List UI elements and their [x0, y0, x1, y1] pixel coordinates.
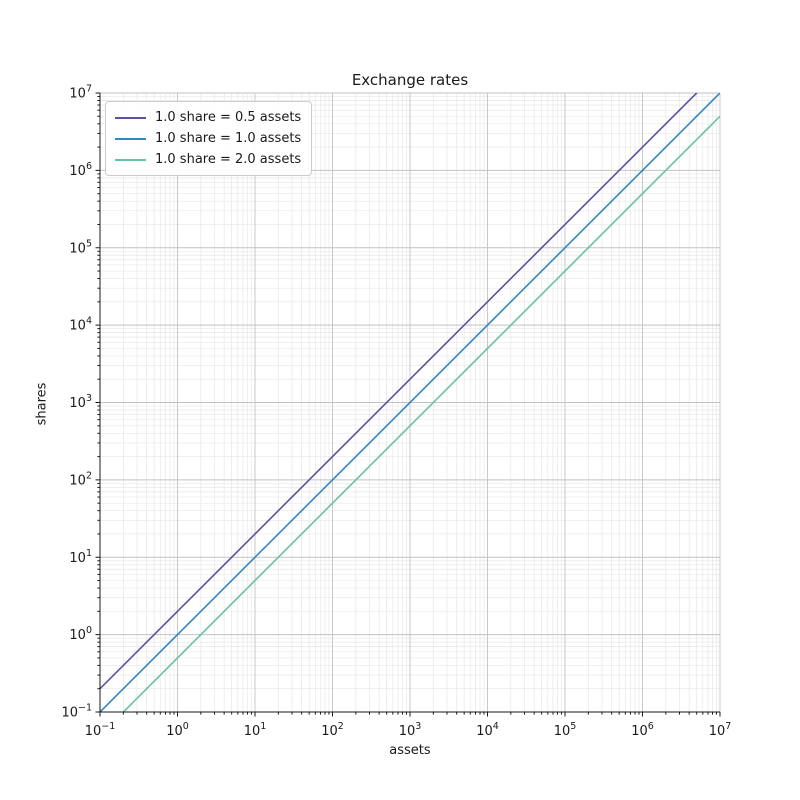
y-axis-label: shares — [34, 382, 50, 426]
x-tick-label: 104 — [476, 721, 499, 739]
legend-line-sample — [115, 116, 146, 119]
legend-label: 1.0 share = 0.5 assets — [155, 110, 302, 125]
series-line-1 — [100, 93, 720, 712]
x-axis-label: assets — [389, 743, 431, 758]
y-tick-label: 106 — [69, 161, 92, 179]
legend-label: 1.0 share = 1.0 assets — [155, 131, 302, 146]
x-tick-label: 107 — [709, 721, 732, 739]
x-tick-label: 106 — [631, 721, 654, 739]
tick-labels: 10−110−1 100 100 101 101 102 102 103 103 104 104 10… — [61, 84, 731, 740]
series-line-2 — [122, 115, 720, 712]
y-tick-label: 102 — [69, 470, 92, 488]
y-tick-label: 105 — [69, 238, 92, 256]
chart-title: Exchange rates — [351, 71, 469, 89]
legend-item-2: 1.0 share = 2.0 assets — [115, 149, 301, 170]
axis-ticks — [95, 92, 721, 717]
x-tick-label: 10−1 — [85, 721, 116, 739]
series-line-0 — [100, 93, 698, 690]
y-tick-label: 103 — [69, 393, 92, 411]
y-tick-label: 107 — [69, 84, 92, 102]
legend: 1.0 share = 0.5 assets 1.0 share = 1.0 as… — [105, 101, 313, 176]
y-tick-label: 100 — [69, 625, 92, 643]
x-tick-label: 102 — [321, 721, 344, 739]
y-tick-label: 101 — [69, 548, 92, 566]
series-lines — [100, 93, 720, 712]
legend-line-sample — [115, 137, 146, 140]
x-tick-label: 100 — [166, 721, 189, 739]
x-tick-label: 105 — [554, 721, 577, 739]
y-tick-label: 10−1 — [61, 703, 92, 721]
legend-line-sample — [115, 158, 146, 161]
y-tick-label: 104 — [69, 316, 92, 334]
legend-item-0: 1.0 share = 0.5 assets — [115, 107, 301, 128]
legend-item-1: 1.0 share = 1.0 assets — [115, 128, 301, 149]
legend-label: 1.0 share = 2.0 assets — [155, 152, 302, 167]
x-tick-label: 103 — [399, 721, 422, 739]
x-tick-label: 101 — [244, 721, 267, 739]
